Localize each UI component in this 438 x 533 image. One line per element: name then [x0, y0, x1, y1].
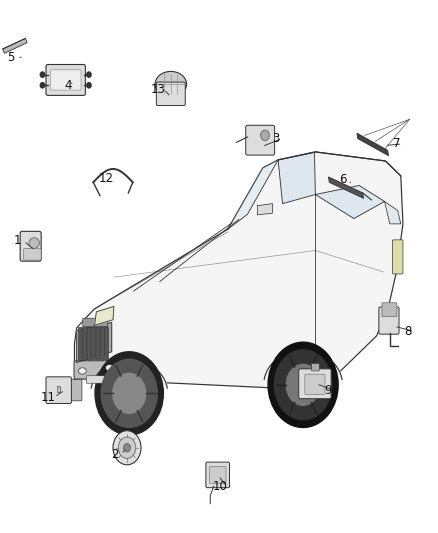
- Polygon shape: [3, 38, 27, 53]
- Ellipse shape: [29, 238, 39, 248]
- Polygon shape: [357, 133, 389, 156]
- Circle shape: [261, 130, 269, 141]
- FancyBboxPatch shape: [69, 379, 82, 401]
- Polygon shape: [258, 204, 272, 215]
- Circle shape: [113, 374, 145, 413]
- Text: 9: 9: [324, 384, 332, 397]
- FancyBboxPatch shape: [46, 377, 71, 403]
- Text: 3: 3: [272, 132, 279, 145]
- Text: D: D: [57, 386, 61, 394]
- Ellipse shape: [106, 365, 113, 371]
- FancyBboxPatch shape: [382, 303, 397, 317]
- FancyBboxPatch shape: [86, 376, 105, 383]
- FancyBboxPatch shape: [83, 327, 87, 360]
- Polygon shape: [95, 306, 114, 325]
- Circle shape: [286, 365, 320, 405]
- Ellipse shape: [78, 368, 86, 374]
- Text: 10: 10: [213, 480, 228, 492]
- Polygon shape: [74, 152, 403, 389]
- FancyBboxPatch shape: [20, 231, 41, 261]
- FancyBboxPatch shape: [246, 125, 275, 155]
- FancyBboxPatch shape: [46, 64, 85, 95]
- Circle shape: [40, 72, 45, 77]
- Text: 1: 1: [14, 235, 21, 247]
- FancyBboxPatch shape: [305, 374, 325, 394]
- Polygon shape: [228, 160, 278, 229]
- Polygon shape: [328, 177, 364, 198]
- FancyBboxPatch shape: [74, 361, 116, 379]
- Circle shape: [274, 350, 332, 420]
- FancyBboxPatch shape: [96, 327, 100, 360]
- Polygon shape: [385, 201, 401, 224]
- Text: 11: 11: [41, 391, 56, 403]
- Circle shape: [87, 72, 91, 77]
- FancyBboxPatch shape: [209, 466, 226, 483]
- FancyBboxPatch shape: [50, 70, 81, 90]
- Text: 2: 2: [111, 448, 119, 461]
- FancyBboxPatch shape: [83, 318, 108, 327]
- Ellipse shape: [155, 71, 187, 97]
- FancyBboxPatch shape: [87, 327, 91, 360]
- FancyBboxPatch shape: [100, 327, 104, 360]
- FancyBboxPatch shape: [206, 462, 230, 488]
- Circle shape: [268, 342, 338, 427]
- Text: 6: 6: [339, 173, 346, 186]
- Circle shape: [124, 443, 131, 452]
- Text: 13: 13: [150, 83, 165, 95]
- FancyBboxPatch shape: [105, 327, 109, 360]
- FancyBboxPatch shape: [299, 369, 331, 399]
- FancyBboxPatch shape: [379, 307, 399, 334]
- FancyBboxPatch shape: [311, 364, 319, 371]
- Text: 8: 8: [405, 325, 412, 338]
- FancyBboxPatch shape: [78, 327, 82, 360]
- Circle shape: [113, 431, 141, 465]
- FancyBboxPatch shape: [156, 82, 185, 106]
- FancyBboxPatch shape: [24, 248, 41, 260]
- FancyBboxPatch shape: [92, 327, 95, 360]
- Polygon shape: [278, 152, 315, 204]
- Text: 4: 4: [64, 79, 72, 92]
- Polygon shape: [315, 185, 385, 219]
- FancyBboxPatch shape: [392, 240, 403, 274]
- Circle shape: [95, 352, 163, 435]
- Circle shape: [118, 437, 136, 458]
- Text: 5: 5: [7, 51, 14, 63]
- Circle shape: [40, 83, 45, 88]
- Polygon shape: [77, 322, 112, 362]
- Circle shape: [87, 83, 91, 88]
- Text: 7: 7: [392, 138, 400, 150]
- Text: 12: 12: [99, 172, 113, 185]
- Circle shape: [101, 359, 157, 427]
